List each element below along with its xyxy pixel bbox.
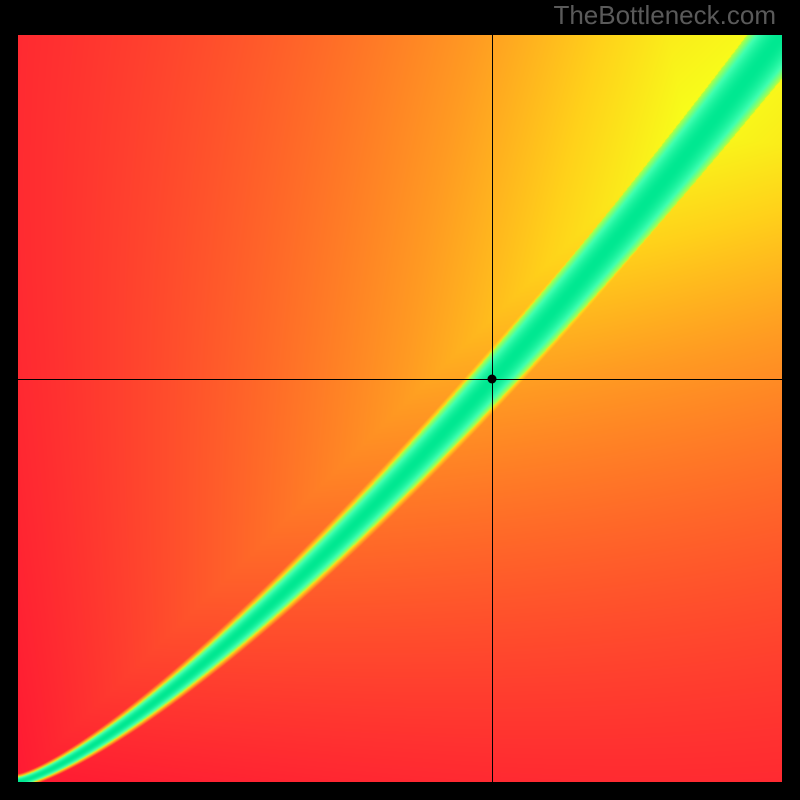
heatmap-canvas: [18, 35, 782, 782]
chart-frame: TheBottleneck.com: [0, 0, 800, 800]
heatmap-plot: [18, 35, 782, 782]
crosshair-vertical: [492, 35, 493, 782]
watermark-text: TheBottleneck.com: [553, 0, 776, 31]
crosshair-marker: [487, 374, 496, 383]
crosshair-horizontal: [18, 379, 782, 380]
